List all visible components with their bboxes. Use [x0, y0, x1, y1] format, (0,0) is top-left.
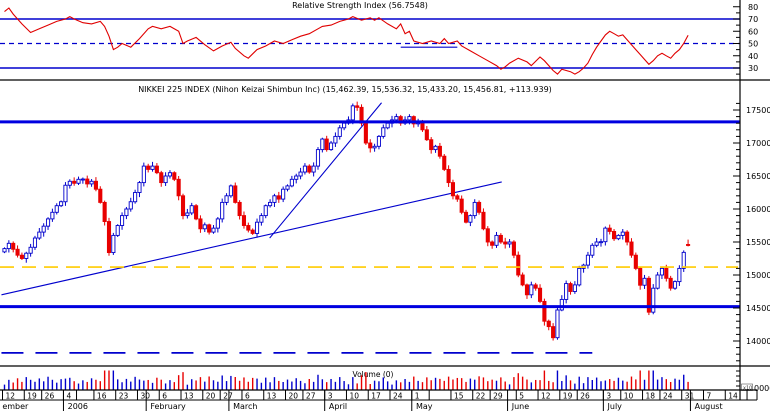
rsi-title: Relative Strength Index (56.7548)	[292, 1, 428, 10]
week-tick-label: 30	[140, 392, 150, 401]
week-tick-label: 16	[97, 392, 107, 401]
price-axis-label: 15000	[746, 271, 770, 280]
week-tick-label: 15	[454, 392, 464, 401]
price-axis-label: 14000	[746, 337, 770, 346]
price-axis-label: 17000	[746, 139, 770, 148]
week-tick-label: 10	[624, 392, 634, 401]
week-tick-label: 13	[267, 392, 277, 401]
price-axis-label: 15500	[746, 238, 770, 247]
week-tick-label: 12	[6, 392, 16, 401]
week-tick-label: 4	[66, 392, 71, 401]
week-tick-label: 5	[519, 392, 524, 401]
rsi-line	[4, 7, 689, 75]
week-tick-label: 6	[162, 392, 167, 401]
rsi-axis-label: 80	[748, 3, 758, 12]
rsi-axis-label: 40	[748, 52, 758, 61]
week-tick-label: 20	[206, 392, 216, 401]
month-label: ember	[2, 402, 29, 411]
rsi-axis-label: 30	[748, 64, 758, 73]
month-label: February	[150, 402, 186, 411]
volume-scale: x100000	[741, 383, 770, 393]
week-tick-label: 22	[476, 392, 486, 401]
week-tick-label: 26	[580, 392, 590, 401]
date-axis: 12 19 26 4 16 23 30 6 13 20 27 6 13 20 27 3 10 17 24 1 15 22 2…	[0, 389, 758, 411]
month-label: March	[233, 402, 257, 411]
week-tick-label: 24	[663, 392, 673, 401]
week-tick-label: 3	[606, 392, 611, 401]
month-label: June	[511, 402, 529, 411]
rsi-axis-label: 60	[748, 27, 758, 36]
month-label: August	[695, 402, 723, 411]
volume-title: Volume (0)	[353, 370, 394, 379]
week-tick-label: 20	[289, 392, 299, 401]
week-tick-label: 26	[45, 392, 55, 401]
week-tick-label: 6	[245, 392, 250, 401]
week-tick-label: 13	[184, 392, 194, 401]
week-tick-label: 19	[27, 392, 37, 401]
week-tick-label: 10	[349, 392, 359, 401]
price-axis-label: 16000	[746, 205, 770, 214]
price-axis-label: 17500	[746, 106, 770, 115]
week-tick-label: 18	[646, 392, 656, 401]
week-tick-label: 12	[541, 392, 551, 401]
week-tick-label: 27	[223, 392, 233, 401]
week-tick-label: 3	[328, 392, 333, 401]
rsi-panel: Relative Strength Index (56.7548)	[0, 1, 740, 75]
volume-scale-multiplier: x10	[743, 386, 752, 392]
price-axis-label: 14500	[746, 304, 770, 313]
week-tick-label: 31	[685, 392, 695, 401]
price-panel	[0, 101, 740, 354]
week-tick-label: 7	[706, 392, 711, 401]
rsi-axis-label: 50	[748, 40, 758, 49]
trendline-long-uptrend	[1, 181, 502, 296]
week-tick-label: 14	[728, 392, 738, 401]
volume-panel: Volume (0)	[3, 370, 689, 390]
month-label: April	[329, 402, 347, 411]
month-label: 2006	[68, 402, 88, 411]
week-tick-label: 17	[371, 392, 381, 401]
rsi-axis-label: 70	[748, 15, 758, 24]
week-tick-label: 29	[493, 392, 503, 401]
week-tick-label: 27	[306, 392, 316, 401]
week-tick-label: 19	[563, 392, 573, 401]
price-title: NIKKEI 225 INDEX (Nihon Keizai Shimbun I…	[138, 85, 552, 94]
week-tick-label: 23	[119, 392, 129, 401]
candlesticks	[2, 101, 691, 341]
price-axis: 80 70 60 50 40 30 17500 17000 16500 16000 15500 150…	[733, 0, 770, 400]
week-tick-label: 24	[393, 392, 403, 401]
month-label: May	[416, 402, 433, 411]
month-label: July	[607, 402, 623, 411]
trendline-steep-uptrend	[269, 102, 382, 239]
week-tick-label: 1	[415, 392, 420, 401]
price-axis-label: 16500	[746, 172, 770, 181]
